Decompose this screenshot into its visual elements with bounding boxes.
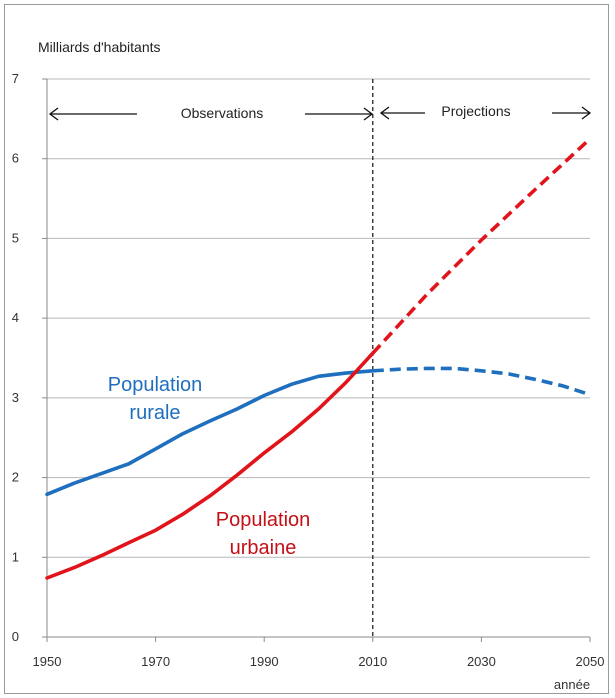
y-tick-4: 4 — [12, 310, 19, 325]
x-tick-2050: 2050 — [576, 654, 605, 669]
projections-arrow-right — [552, 106, 592, 120]
observations-label: Observations — [181, 105, 263, 121]
urban-label-line2: urbaine — [230, 537, 297, 559]
x-tick-2030: 2030 — [467, 654, 496, 669]
rural-observed-line — [45, 368, 375, 497]
rural-projected-line — [372, 366, 591, 397]
x-tick-2010: 2010 — [358, 654, 387, 669]
y-tick-3: 3 — [12, 390, 19, 405]
x-tick-1970: 1970 — [141, 654, 170, 669]
y-axis-label: Milliards d'habitants — [38, 39, 161, 55]
y-tick-0: 0 — [12, 629, 19, 644]
gridlines — [47, 78, 590, 558]
axes — [42, 78, 591, 642]
y-tick-labels: 0 1 2 3 4 5 6 7 — [12, 71, 19, 644]
y-tick-6: 6 — [12, 151, 19, 166]
x-tick-1990: 1990 — [250, 654, 279, 669]
x-tick-labels: 1950 1970 1990 2010 2030 2050 — [33, 654, 605, 669]
x-axis-label: année — [554, 677, 590, 692]
chart-frame — [4, 4, 609, 694]
y-tick-1: 1 — [12, 549, 19, 564]
observations-arrow-left — [48, 107, 137, 121]
y-tick-7: 7 — [12, 71, 19, 86]
rural-label-line2: rurale — [129, 402, 180, 424]
urban-projected-line — [371, 137, 592, 355]
y-tick-5: 5 — [12, 230, 19, 245]
y-tick-2: 2 — [12, 470, 19, 485]
urban-label-line1: Population — [216, 509, 311, 531]
annotations — [48, 106, 592, 121]
projections-arrow-left — [379, 106, 425, 120]
observations-arrow-right — [305, 107, 374, 121]
urban-observed-line — [45, 351, 375, 580]
series-lines — [45, 137, 592, 580]
x-tick-1950: 1950 — [33, 654, 62, 669]
rural-label-line1: Population — [108, 374, 203, 396]
projections-label: Projections — [441, 103, 510, 119]
